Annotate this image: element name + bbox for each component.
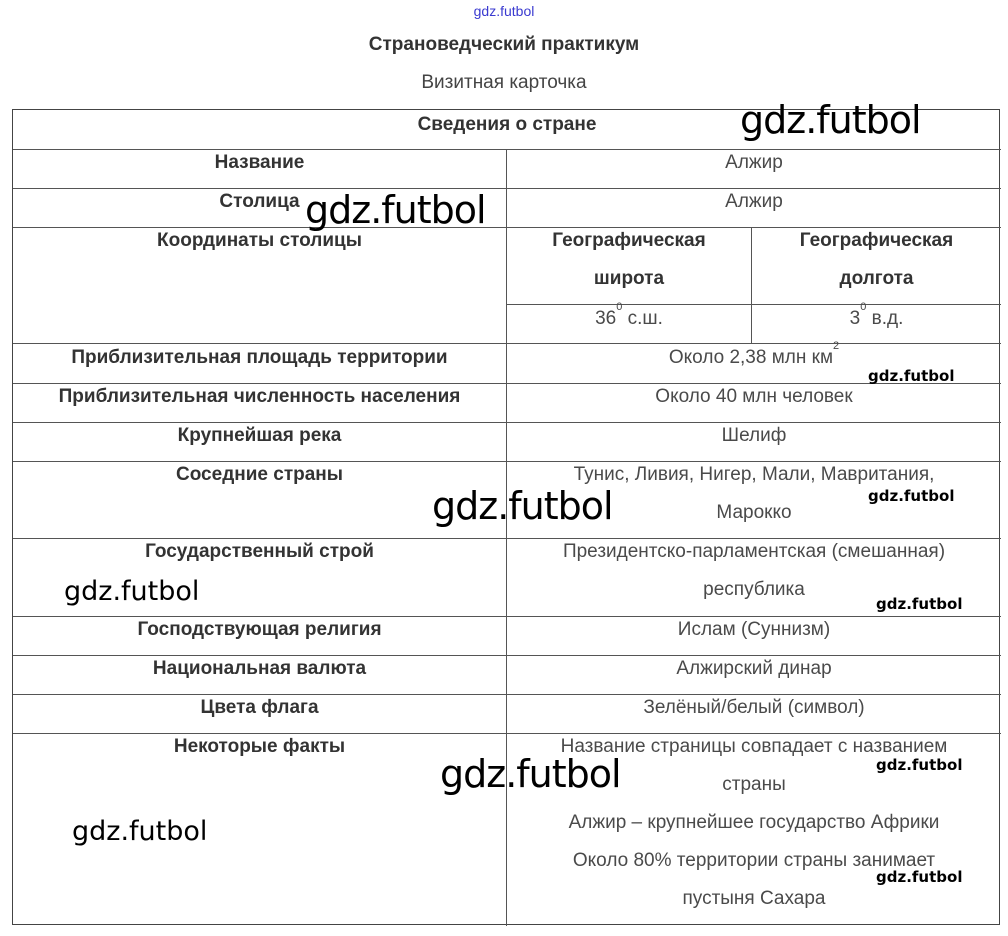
fact-line: Алжир – крупнейшее государство Африки [568, 812, 940, 833]
row-label: Координаты столицы [157, 230, 362, 251]
degree-sup: 0 [616, 301, 623, 313]
table-caption: Сведения о стране [417, 114, 597, 135]
latitude-header-line: широта [593, 268, 665, 289]
value-line: Марокко [716, 502, 792, 523]
row-value: Алжирский динар [676, 658, 832, 679]
row-value: Около 2,38 млн км2 [507, 339, 1001, 377]
fact-line: пустыня Сахара [682, 888, 826, 909]
country-table: Сведения о стране Название Алжир Столица… [12, 109, 1001, 926]
watermark: gdz.futbol [432, 484, 614, 528]
row-label: Столица [219, 191, 300, 212]
fact-line: Около 80% территории страны занимает [572, 850, 936, 871]
row-label: Крупнейшая река [177, 425, 342, 446]
watermark: gdz.futbol [305, 188, 487, 232]
watermark: gdz.futbol [868, 367, 955, 385]
longitude-number: 3 [849, 308, 861, 329]
area-sup: 2 [833, 340, 840, 352]
degree-sup: 0 [860, 301, 867, 313]
watermark: gdz.futbol [740, 98, 922, 142]
page-subtitle: Визитная карточка [421, 72, 587, 93]
row-value: Ислам (Суннизм) [677, 619, 831, 640]
top-link[interactable]: gdz.futbol [473, 3, 535, 19]
row-value: Около 40 млн человек [655, 386, 853, 407]
watermark: gdz.futbol [64, 576, 200, 607]
latitude-header-line: Географическая [552, 230, 706, 251]
row-label: Соседние страны [175, 464, 344, 485]
row-label: Приблизительная численность населения [58, 386, 461, 407]
fact-line: Название страницы совпадает с названием [560, 736, 948, 757]
value-line: Тунис, Ливия, Нигер, Мали, Мавритания, [573, 464, 935, 485]
longitude-header-line: долгота [839, 268, 914, 289]
row-label: Государственный строй [145, 541, 374, 562]
value-line: республика [703, 579, 805, 600]
divider [13, 343, 1001, 344]
divider [13, 422, 1001, 423]
divider [13, 461, 1001, 462]
fact-line: страны [722, 774, 786, 795]
page-title: Страноведческий практикум [368, 34, 640, 55]
divider [751, 227, 752, 343]
area-value: Около 2,38 млн км [668, 347, 834, 368]
divider [506, 149, 507, 926]
divider [13, 149, 1001, 150]
divider [13, 655, 1001, 656]
watermark: gdz.futbol [876, 595, 963, 613]
row-label: Приблизительная площадь территории [71, 347, 448, 368]
facts-list: Название страницы совпадает с названием … [507, 728, 1001, 918]
latitude-value: 360 с.ш. [507, 300, 751, 338]
longitude-header: Географическая долгота [752, 222, 1001, 298]
latitude-number: 36 [595, 308, 617, 329]
divider [13, 383, 1001, 384]
row-label: Господствующая религия [137, 619, 382, 640]
watermark: gdz.futbol [868, 487, 955, 505]
divider [13, 227, 1001, 228]
divider [13, 188, 1001, 189]
watermark: gdz.futbol [440, 752, 622, 796]
row-value: Президентско-парламентская (смешанная) р… [507, 533, 1001, 609]
value-line: Президентско-парламентская (смешанная) [562, 541, 946, 562]
latitude-unit: с.ш. [622, 308, 663, 329]
row-value: Алжир [725, 191, 783, 212]
row-value: Зелёный/белый (символ) [643, 697, 865, 718]
watermark: gdz.futbol [876, 756, 963, 774]
watermark: gdz.futbol [876, 868, 963, 886]
divider [507, 304, 1001, 305]
longitude-unit: в.д. [866, 308, 904, 329]
divider [13, 694, 1001, 695]
longitude-header-line: Географическая [799, 230, 954, 251]
row-value: Тунис, Ливия, Нигер, Мали, Мавритания, М… [507, 456, 1001, 532]
divider [13, 616, 1001, 617]
row-label: Название [214, 152, 305, 173]
row-label: Некоторые факты [173, 736, 346, 757]
latitude-header: Географическая широта [507, 222, 751, 298]
row-label: Национальная валюта [152, 658, 367, 679]
divider [13, 733, 1001, 734]
row-label: Цвета флага [200, 697, 319, 718]
row-value: Шелиф [721, 425, 787, 446]
row-value: Алжир [725, 152, 783, 173]
longitude-value: 30 в.д. [752, 300, 1001, 338]
divider [13, 538, 1001, 539]
watermark: gdz.futbol [72, 816, 208, 847]
